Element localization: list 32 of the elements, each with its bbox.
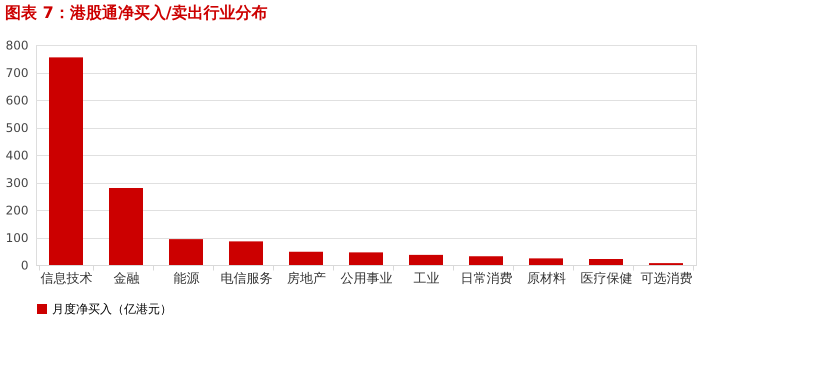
y-tick-label: 0	[20, 258, 28, 272]
x-tick-label: 金融	[114, 272, 140, 286]
bar	[289, 252, 323, 265]
bar	[109, 188, 143, 265]
x-tick-label: 电信服务	[220, 272, 272, 286]
y-tick-label: 100	[6, 231, 28, 245]
bar	[529, 258, 563, 265]
bar	[469, 256, 503, 265]
bar	[349, 252, 383, 265]
x-tick-label: 日常消费	[460, 272, 512, 286]
bar	[589, 258, 623, 265]
y-tick-label: 700	[6, 66, 28, 80]
bar	[229, 241, 263, 265]
legend-label: 月度净买入（亿港元）	[52, 302, 172, 316]
x-tick-label: 医疗保健	[580, 272, 632, 286]
bar	[169, 239, 203, 265]
bar	[49, 57, 83, 265]
x-tick-label: 可选消费	[640, 272, 692, 286]
x-tick-label: 能源	[174, 272, 200, 286]
x-tick-label: 原材料	[527, 272, 566, 286]
bar	[409, 254, 443, 265]
x-tick-label: 房地产	[287, 270, 326, 286]
y-tick-label: 600	[6, 94, 28, 108]
x-tick-label: 工业	[414, 272, 440, 286]
y-tick-label: 400	[6, 148, 28, 162]
y-tick-label: 300	[6, 176, 28, 190]
y-tick-label: 500	[6, 121, 28, 135]
chart-title: 图表 7：港股通净买入/卖出行业分布	[5, 3, 268, 22]
x-tick-label: 信息技术	[40, 272, 92, 286]
x-tick-label: 公用事业	[340, 272, 392, 286]
y-tick-label: 200	[6, 204, 28, 218]
y-tick-label: 800	[6, 38, 28, 52]
